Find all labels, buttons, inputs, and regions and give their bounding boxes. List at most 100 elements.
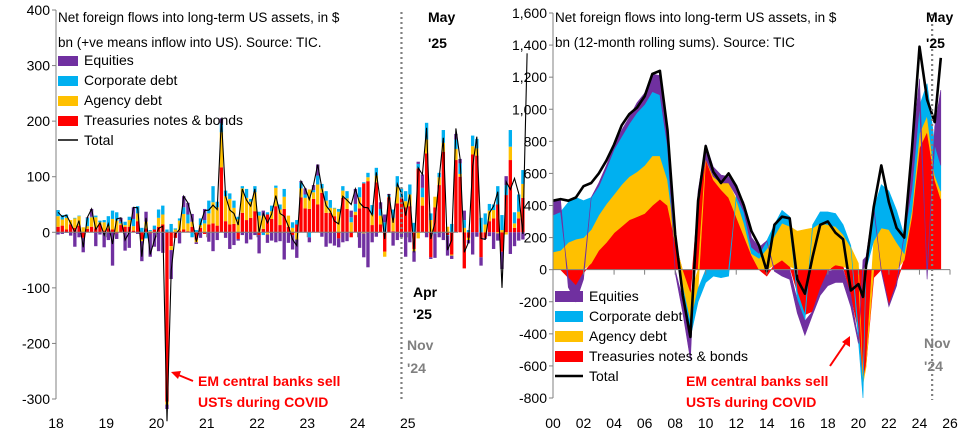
left-legend-label-corporate-debt: Corporate debt bbox=[84, 72, 178, 88]
left-bar-equities-90 bbox=[433, 233, 437, 258]
left-bar-corporate-debt-70 bbox=[349, 217, 353, 223]
left-bar-corporate-debt-31 bbox=[186, 214, 190, 224]
left-bar-treasuries-notes-bonds-4 bbox=[73, 227, 77, 233]
left-bar-corporate-debt-56 bbox=[290, 222, 295, 228]
left-bar-corporate-debt-111 bbox=[521, 170, 525, 184]
left-bar-agency-debt-4 bbox=[73, 218, 77, 228]
left-x-tick-label-4: 22 bbox=[249, 415, 265, 431]
left-bar-equities-53 bbox=[278, 232, 282, 242]
left-bar-agency-debt-62 bbox=[316, 184, 320, 205]
left-bar-agency-debt-88 bbox=[424, 139, 429, 154]
left-bar-treasuries-notes-bonds-36 bbox=[207, 224, 211, 233]
left-bar-treasuries-notes-bonds-27 bbox=[169, 232, 173, 247]
left-bar-agency-debt-57 bbox=[295, 232, 299, 240]
left-bar-treasuries-notes-bonds-88 bbox=[424, 153, 429, 233]
left-bar-equities-4 bbox=[73, 232, 77, 247]
right-x-tick-label-4: 08 bbox=[667, 415, 683, 431]
left-bar-agency-debt-27 bbox=[169, 246, 173, 251]
left-bar-agency-debt-90 bbox=[433, 196, 437, 208]
right-y-tick-label-7: 600 bbox=[524, 165, 548, 181]
left-bar-equities-73 bbox=[362, 233, 366, 258]
left-bar-equities-13 bbox=[110, 232, 115, 266]
left-bar-corporate-debt-17 bbox=[127, 216, 131, 221]
left-bar-corporate-debt-89 bbox=[429, 213, 433, 221]
right-legend-label-total: Total bbox=[589, 368, 619, 384]
left-bar-agency-debt-86 bbox=[416, 232, 420, 239]
left-bar-corporate-debt-53 bbox=[278, 204, 282, 210]
left-y-tick-label-3: 0 bbox=[42, 224, 50, 240]
left-bar-agency-debt-48 bbox=[257, 215, 261, 233]
left-bar-agency-debt-94 bbox=[450, 254, 454, 256]
left-bar-treasuries-notes-bonds-91 bbox=[437, 185, 441, 233]
right-x-tick-label-9: 18 bbox=[820, 415, 836, 431]
left-bar-agency-debt-43 bbox=[236, 219, 240, 233]
left-start-label-line-2: '25 bbox=[413, 306, 432, 322]
left-bar-corporate-debt-25 bbox=[161, 205, 165, 215]
left-bar-agency-debt-111 bbox=[521, 183, 525, 198]
left-bar-agency-debt-38 bbox=[215, 207, 219, 226]
left-bar-agency-debt-61 bbox=[311, 192, 316, 199]
right-x-tick-label-3: 06 bbox=[637, 415, 653, 431]
left-bar-equities-64 bbox=[324, 232, 328, 247]
left-bar-corporate-debt-64 bbox=[324, 191, 328, 201]
left-bar-agency-debt-102 bbox=[483, 224, 487, 233]
left-bar-treasuries-notes-bonds-67 bbox=[336, 232, 341, 239]
left-bar-corporate-debt-110 bbox=[517, 194, 521, 212]
left-y-tick-label-6: 300 bbox=[27, 58, 51, 74]
left-bar-equities-97 bbox=[462, 210, 466, 221]
left-bar-corporate-debt-61 bbox=[311, 190, 316, 193]
left-bar-treasuries-notes-bonds-30 bbox=[182, 229, 186, 233]
left-bar-agency-debt-17 bbox=[127, 220, 131, 227]
left-bar-corporate-debt-81 bbox=[395, 176, 399, 187]
left-bar-equities-19 bbox=[135, 232, 140, 234]
left-bar-equities-81 bbox=[395, 232, 399, 241]
left-bar-corporate-debt-45 bbox=[244, 188, 249, 198]
left-bar-corporate-debt-32 bbox=[190, 232, 194, 238]
left-bar-corporate-debt-99 bbox=[470, 135, 475, 147]
left-bar-treasuries-notes-bonds-31 bbox=[186, 231, 190, 233]
left-bar-agency-debt-45 bbox=[244, 197, 249, 221]
left-bar-corporate-debt-77 bbox=[378, 208, 383, 216]
left-bar-treasuries-notes-bonds-109 bbox=[512, 227, 517, 233]
right-x-tick-label-7: 14 bbox=[759, 415, 775, 431]
left-x-tick-label-0: 18 bbox=[48, 415, 64, 431]
right-end-label-line-2: '25 bbox=[926, 35, 945, 51]
left-bar-agency-debt-96 bbox=[458, 173, 462, 177]
left-bar-treasuries-notes-bonds-59 bbox=[303, 208, 307, 233]
left-x-tick-label-1: 19 bbox=[98, 415, 114, 431]
left-bar-agency-debt-58 bbox=[299, 188, 303, 198]
right-legend-swatch-corporate-debt bbox=[555, 311, 583, 322]
left-bar-corporate-debt-104 bbox=[491, 204, 496, 211]
left-bar-equities-0 bbox=[56, 232, 60, 235]
left-bar-equities-69 bbox=[345, 232, 349, 242]
left-bar-equities-111 bbox=[521, 232, 525, 240]
left-bar-corporate-debt-51 bbox=[269, 205, 274, 212]
left-covid-annotation-line-2: USTs during COVID bbox=[198, 394, 328, 410]
left-bar-treasuries-notes-bonds-71 bbox=[353, 215, 358, 233]
left-bar-treasuries-notes-bonds-11 bbox=[102, 230, 106, 233]
right-y-tick-label-2: -400 bbox=[519, 326, 547, 342]
left-bar-treasuries-notes-bonds-51 bbox=[269, 218, 274, 233]
left-bar-treasuries-notes-bonds-69 bbox=[345, 208, 349, 233]
left-bar-corporate-debt-67 bbox=[336, 208, 341, 212]
left-bar-equities-106 bbox=[500, 251, 504, 269]
left-bar-equities-65 bbox=[328, 232, 332, 244]
left-legend-label-total: Total bbox=[84, 132, 114, 148]
left-bar-agency-debt-59 bbox=[303, 197, 307, 209]
left-bar-corporate-debt-13 bbox=[110, 210, 115, 219]
left-bar-agency-debt-34 bbox=[198, 225, 203, 228]
left-bar-corporate-debt-44 bbox=[240, 186, 245, 189]
right-total-line bbox=[552, 45, 943, 339]
left-bar-equities-52 bbox=[274, 232, 278, 243]
left-bar-treasuries-notes-bonds-21 bbox=[144, 228, 148, 233]
left-bar-equities-86 bbox=[416, 161, 420, 164]
left-bar-agency-debt-81 bbox=[395, 186, 399, 204]
left-bar-corporate-debt-83 bbox=[403, 191, 408, 202]
left-bar-corporate-debt-86 bbox=[416, 163, 420, 169]
left-bar-agency-debt-83 bbox=[403, 201, 408, 208]
left-bar-treasuries-notes-bonds-66 bbox=[332, 216, 337, 233]
left-bar-agency-debt-64 bbox=[324, 200, 328, 213]
left-total-line bbox=[57, 53, 528, 422]
left-bar-treasuries-notes-bonds-93 bbox=[445, 232, 450, 236]
left-bar-treasuries-notes-bonds-92 bbox=[441, 151, 446, 233]
